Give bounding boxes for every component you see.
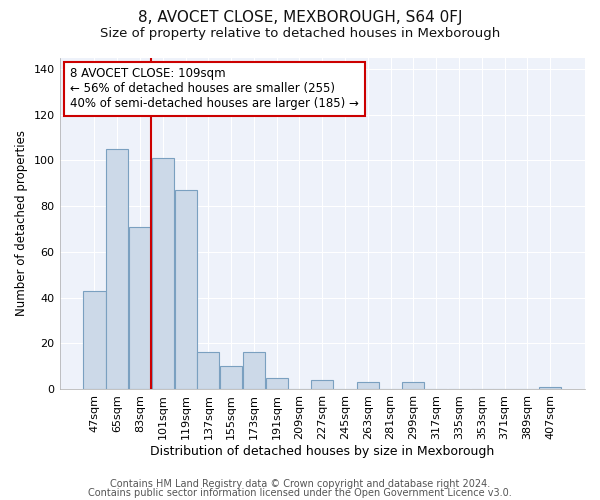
Bar	[220, 366, 242, 389]
Bar	[266, 378, 288, 389]
Bar	[175, 190, 197, 389]
Bar	[129, 226, 151, 389]
Bar	[403, 382, 424, 389]
Text: 8 AVOCET CLOSE: 109sqm
← 56% of detached houses are smaller (255)
40% of semi-de: 8 AVOCET CLOSE: 109sqm ← 56% of detached…	[70, 68, 359, 110]
X-axis label: Distribution of detached houses by size in Mexborough: Distribution of detached houses by size …	[150, 444, 494, 458]
Text: Size of property relative to detached houses in Mexborough: Size of property relative to detached ho…	[100, 28, 500, 40]
Bar	[106, 149, 128, 389]
Bar	[311, 380, 334, 389]
Bar	[152, 158, 174, 389]
Bar	[243, 352, 265, 389]
Bar	[539, 386, 561, 389]
Bar	[197, 352, 220, 389]
Text: Contains HM Land Registry data © Crown copyright and database right 2024.: Contains HM Land Registry data © Crown c…	[110, 479, 490, 489]
Text: Contains public sector information licensed under the Open Government Licence v3: Contains public sector information licen…	[88, 488, 512, 498]
Text: 8, AVOCET CLOSE, MEXBOROUGH, S64 0FJ: 8, AVOCET CLOSE, MEXBOROUGH, S64 0FJ	[138, 10, 462, 25]
Bar	[83, 290, 106, 389]
Bar	[357, 382, 379, 389]
Y-axis label: Number of detached properties: Number of detached properties	[15, 130, 28, 316]
